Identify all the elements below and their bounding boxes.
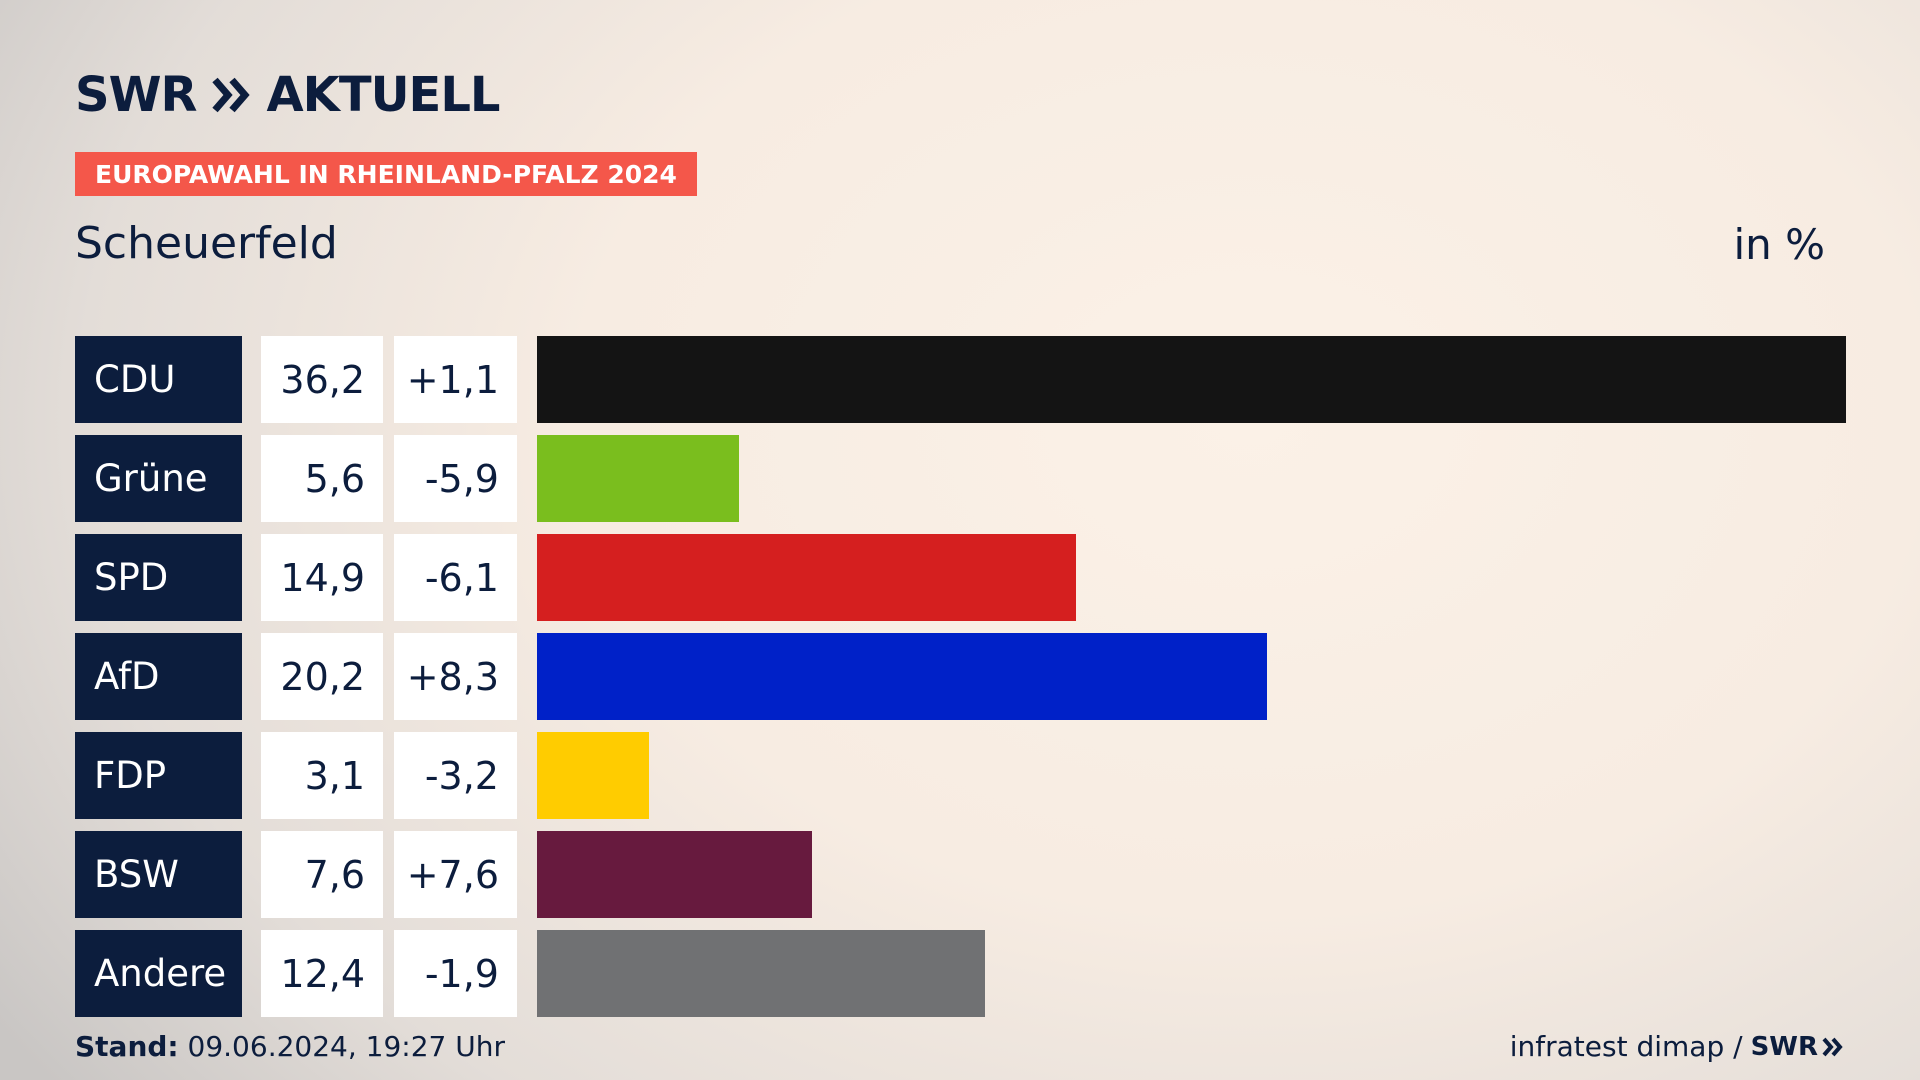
result-bar [537, 831, 812, 918]
result-row: Grüne 5,6 -5,9 [0, 435, 1920, 522]
swr-mini-logo: SWR [1751, 1032, 1844, 1062]
party-label: SPD [75, 534, 242, 621]
mini-logo-text: SWR [1750, 1031, 1818, 1062]
double-chevron-icon [212, 77, 251, 113]
result-bar [537, 336, 1846, 423]
result-bar [537, 435, 739, 522]
vote-share: 14,9 [261, 534, 383, 621]
vote-change: -5,9 [394, 435, 517, 522]
logo-swr-text: SWR [75, 67, 197, 123]
party-label: BSW [75, 831, 242, 918]
result-bar [537, 534, 1076, 621]
source-credit: infratest dimap / SWR [1510, 1030, 1844, 1063]
result-row: Andere 12,4 -1,9 [0, 930, 1920, 1017]
result-bar [537, 930, 985, 1017]
result-row: FDP 3,1 -3,2 [0, 732, 1920, 819]
stand-label: Stand: [75, 1030, 179, 1063]
vote-change: +8,3 [394, 633, 517, 720]
party-label: Andere [75, 930, 242, 1017]
swr-aktuell-logo: SWR AKTUELL [75, 67, 501, 123]
vote-share: 12,4 [261, 930, 383, 1017]
party-label: Grüne [75, 435, 242, 522]
party-label: FDP [75, 732, 242, 819]
vote-share: 20,2 [261, 633, 383, 720]
election-badge: EUROPAWAHL IN RHEINLAND-PFALZ 2024 [75, 152, 697, 196]
vote-share: 36,2 [261, 336, 383, 423]
party-label: CDU [75, 336, 242, 423]
mini-chevron-icon [1822, 1037, 1843, 1056]
result-row: SPD 14,9 -6,1 [0, 534, 1920, 621]
result-row: AfD 20,2 +8,3 [0, 633, 1920, 720]
result-row: CDU 36,2 +1,1 [0, 336, 1920, 423]
vote-change: +1,1 [394, 336, 517, 423]
party-label: AfD [75, 633, 242, 720]
logo-section-text: AKTUELL [266, 67, 500, 123]
vote-change: -6,1 [394, 534, 517, 621]
timestamp: Stand: 09.06.2024, 19:27 Uhr [75, 1030, 505, 1063]
source-text: infratest dimap / [1509, 1030, 1743, 1063]
vote-change: +7,6 [394, 831, 517, 918]
vote-share: 5,6 [261, 435, 383, 522]
unit-label: in % [1733, 220, 1825, 269]
result-row: BSW 7,6 +7,6 [0, 831, 1920, 918]
vote-change: -1,9 [394, 930, 517, 1017]
vote-share: 3,1 [261, 732, 383, 819]
region-title: Scheuerfeld [75, 218, 338, 269]
vote-share: 7,6 [261, 831, 383, 918]
result-bar [537, 732, 649, 819]
result-bar [537, 633, 1267, 720]
stand-value: 09.06.2024, 19:27 Uhr [187, 1030, 505, 1063]
vote-change: -3,2 [394, 732, 517, 819]
